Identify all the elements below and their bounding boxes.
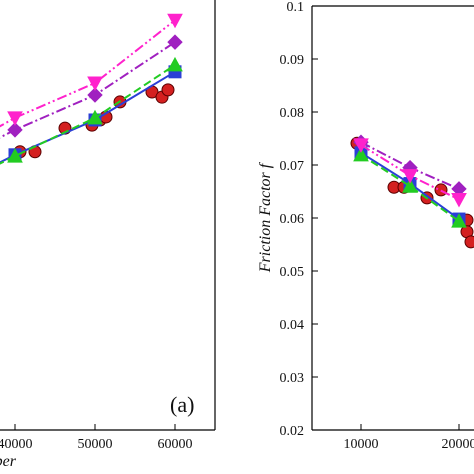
marker (167, 56, 183, 72)
series-line (360, 144, 460, 201)
marker (7, 111, 23, 126)
plot-area (350, 134, 474, 249)
x-tick-label: 10000 (344, 437, 379, 452)
marker (353, 146, 369, 162)
y-tick-label: 0.03 (280, 371, 305, 386)
marker (7, 122, 23, 138)
x-tick-label: 20000 (442, 437, 474, 452)
x-tick-label: 60000 (158, 437, 193, 452)
y-tick-label: 0.06 (280, 212, 305, 227)
marker (402, 178, 418, 193)
y-tick-label: 0.02 (280, 424, 305, 439)
plot-area (0, 13, 183, 165)
marker (434, 183, 448, 197)
series-line (360, 154, 460, 222)
series-line (0, 64, 176, 165)
y-tick-label: 0.07 (280, 159, 305, 174)
x-axis-label: Reynolds Number (0, 453, 17, 470)
x-tick-label: 50000 (78, 437, 113, 452)
marker (161, 83, 175, 97)
marker (451, 192, 467, 208)
y-tick-label: 0.09 (280, 53, 305, 68)
y-tick-label: 0.04 (280, 318, 305, 333)
annotation: (a) (170, 392, 194, 417)
x-tick-label: 40000 (0, 437, 33, 452)
y-axis-label: Friction Factor f (257, 161, 274, 273)
marker (167, 34, 183, 50)
y-tick-label: 0.05 (280, 265, 305, 280)
marker (87, 76, 103, 92)
y-tick-label: 0.08 (280, 106, 305, 121)
marker (464, 235, 474, 249)
marker (87, 87, 103, 103)
marker (353, 138, 369, 153)
marker (451, 213, 467, 228)
marker (167, 13, 183, 29)
marker (7, 148, 23, 163)
marker (402, 169, 418, 184)
series-line (0, 41, 176, 139)
y-tick-label: 0.1 (287, 0, 305, 15)
marker (87, 109, 103, 125)
